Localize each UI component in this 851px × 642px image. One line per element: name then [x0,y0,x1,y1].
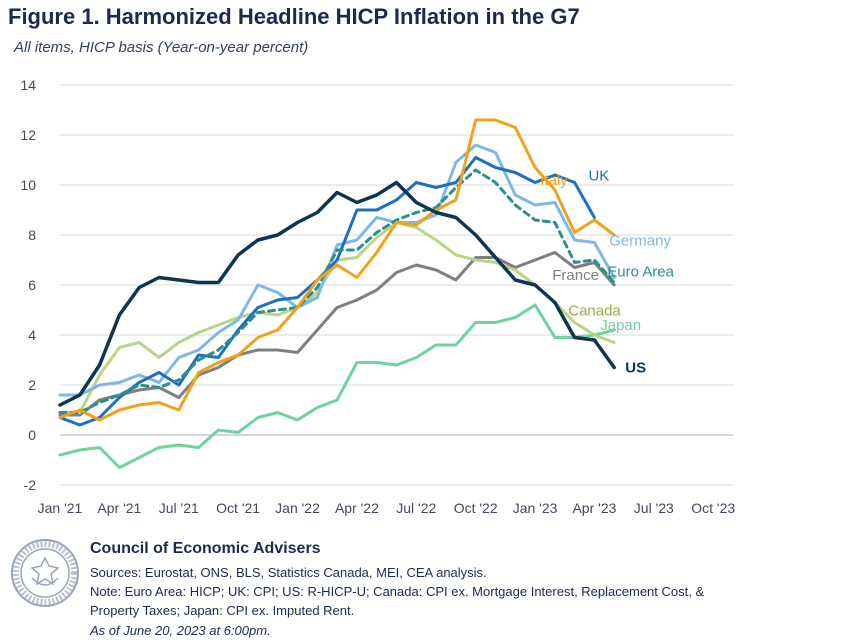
series-label-japan: Japan [600,317,641,334]
series-line-france [58,251,616,417]
x-tick-label: Apr '21 [97,500,141,516]
y-tick-label: 10 [20,177,36,193]
x-tick-label: Oct '23 [691,500,735,516]
series-label-euro-area: Euro Area [607,264,674,281]
x-tick-label: Apr '22 [335,500,379,516]
series-label-germany: Germany [609,233,671,250]
y-tick-label: 12 [20,127,36,143]
line-chart: -2 0 2 4 6 8 10 12 14 Jan '21 Apr '21 Jul '21 Oct '2… [20,77,735,516]
series-line-italy [58,118,616,422]
footer: Council of Economic Advisers Sources: Eu… [0,530,851,642]
y-tick-label: 8 [28,227,36,243]
x-tick-label: Jul '21 [159,500,199,516]
org-name: Council of Economic Advisers [90,540,321,557]
series-line-euro-area [58,168,616,414]
y-tick-label: 6 [28,277,36,293]
y-tick-label: 14 [20,77,36,93]
series-label-france: France [552,267,599,284]
note-line-1: Note: Euro Area: HICP; UK: CPI; US: R-HI… [90,584,705,599]
x-tick-label: Jul '23 [634,500,674,516]
y-tick-label: 4 [28,327,36,343]
x-tick-label: Oct '22 [454,500,498,516]
y-tick-label: 0 [28,427,36,443]
y-tick-label: -2 [24,477,37,493]
series-line-us [58,180,616,407]
series-line-germany [58,143,616,397]
chart-title: Figure 1. Harmonized Headline HICP Infla… [8,4,580,29]
series-label-italy: Italy [540,172,568,189]
x-tick-label: Jan '22 [275,500,320,516]
series-label-us: US [625,360,646,377]
sources-note: Sources: Eurostat, ONS, BLS, Statistics … [90,565,487,580]
series-label-canada: Canada [568,303,621,320]
chart-subtitle: All items, HICP basis (Year-on-year perc… [14,39,309,56]
x-tick-label: Jan '23 [513,500,558,516]
x-tick-label: Jul '22 [396,500,436,516]
x-tick-label: Apr '23 [572,500,616,516]
presidential-seal-icon [11,539,79,607]
series-line-japan [58,303,616,469]
y-tick-label: 2 [28,377,36,393]
as-of-note: As of June 20, 2023 at 6:00pm. [90,623,271,638]
x-tick-label: Oct '21 [216,500,260,516]
series-label-uk: UK [588,168,609,185]
note-line-2: Property Taxes; Japan: CPI ex. Imputed R… [90,603,355,618]
x-tick-label: Jan '21 [38,500,83,516]
